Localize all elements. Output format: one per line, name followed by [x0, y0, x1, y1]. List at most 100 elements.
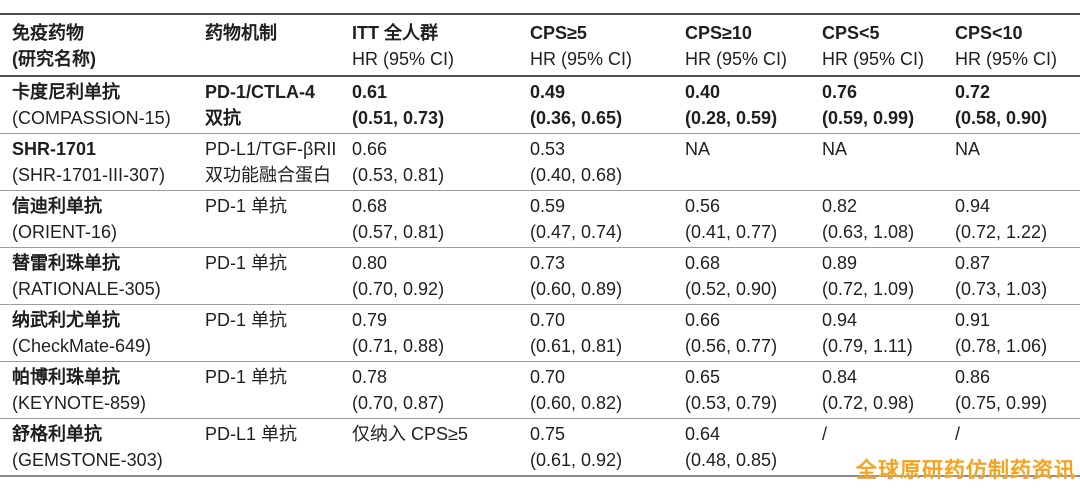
table-row: 帕博利珠单抗 (KEYNOTE-859) PD-1 单抗 0.78 (0.70,… [0, 362, 1080, 419]
hr-value: 0.84 [822, 367, 858, 387]
cell-cps-ge10: 0.65 (0.53, 0.79) [685, 362, 822, 419]
cell-cps-ge5: 0.73 (0.60, 0.89) [530, 248, 685, 305]
ci-value: (0.56, 0.77) [685, 336, 778, 356]
cell-drug: SHR-1701 (SHR-1701-III-307) [0, 134, 205, 191]
ci-value: (0.36, 0.65) [530, 108, 623, 128]
hr-value: 0.73 [530, 253, 566, 273]
ci-value: (0.51, 0.73) [352, 108, 445, 128]
cell-cps-lt5: 0.84 (0.72, 0.98) [822, 362, 955, 419]
header-line2: HR (95% CI) [822, 49, 925, 69]
table-body: 卡度尼利单抗 (COMPASSION-15) PD-1/CTLA-4 双抗 0.… [0, 76, 1080, 476]
hr-value: 0.49 [530, 82, 566, 102]
mechanism-line1: PD-1 单抗 [205, 367, 288, 387]
hr-value: 0.75 [530, 424, 566, 444]
mechanism-line1: PD-L1 单抗 [205, 424, 298, 444]
hr-value: 0.78 [352, 367, 388, 387]
cell-cps-lt10: 0.86 (0.75, 0.99) [955, 362, 1080, 419]
table-row: SHR-1701 (SHR-1701-III-307) PD-L1/TGF-βR… [0, 134, 1080, 191]
study-name: (CheckMate-649) [12, 336, 152, 356]
cell-mechanism: PD-1 单抗 [205, 362, 352, 419]
hr-value: 0.89 [822, 253, 858, 273]
cell-itt: 仅纳入 CPS≥5 [352, 419, 530, 477]
ci-value: (0.79, 1.11) [822, 336, 913, 356]
table-row: 替雷利珠单抗 (RATIONALE-305) PD-1 单抗 0.80 (0.7… [0, 248, 1080, 305]
mechanism-line2: 双功能融合蛋白 [205, 165, 331, 185]
cell-cps-lt5: 0.82 (0.63, 1.08) [822, 191, 955, 248]
header-line2: HR (95% CI) [352, 49, 455, 69]
column-header-mechanism: 药物机制 [205, 14, 352, 76]
study-name: (KEYNOTE-859) [12, 393, 147, 413]
ci-value: (0.60, 0.82) [530, 393, 623, 413]
study-name: (RATIONALE-305) [12, 279, 161, 299]
column-header-cps-lt5: CPS<5 HR (95% CI) [822, 14, 955, 76]
hr-value: 0.79 [352, 310, 388, 330]
column-header-cps-ge10: CPS≥10 HR (95% CI) [685, 14, 822, 76]
hr-value: 0.64 [685, 424, 721, 444]
column-header-cps-ge5: CPS≥5 HR (95% CI) [530, 14, 685, 76]
cell-mechanism: PD-1 单抗 [205, 248, 352, 305]
hr-value: 0.40 [685, 82, 721, 102]
hr-value: NA [955, 139, 981, 159]
ci-value: (0.75, 0.99) [955, 393, 1048, 413]
study-name: (SHR-1701-III-307) [12, 165, 166, 185]
cell-mechanism: PD-1 单抗 [205, 305, 352, 362]
hr-value: 0.86 [955, 367, 991, 387]
cell-cps-ge5: 0.53 (0.40, 0.68) [530, 134, 685, 191]
header-line2: (研究名称) [12, 49, 96, 69]
cell-cps-ge5: 0.70 (0.61, 0.81) [530, 305, 685, 362]
hr-value: 0.82 [822, 196, 858, 216]
hr-value: 0.70 [530, 367, 566, 387]
cell-drug: 卡度尼利单抗 (COMPASSION-15) [0, 76, 205, 134]
cell-cps-ge5: 0.75 (0.61, 0.92) [530, 419, 685, 477]
header-line1: CPS<10 [955, 23, 1023, 43]
table-row: 信迪利单抗 (ORIENT-16) PD-1 单抗 0.68 (0.57, 0.… [0, 191, 1080, 248]
mechanism-line1: PD-1/CTLA-4 [205, 82, 316, 102]
hr-value: 0.66 [352, 139, 388, 159]
header-line2: HR (95% CI) [685, 49, 788, 69]
cell-cps-ge10: 0.56 (0.41, 0.77) [685, 191, 822, 248]
hr-value: 0.91 [955, 310, 991, 330]
drug-name: 替雷利珠单抗 [12, 253, 120, 273]
cell-itt: 0.61 (0.51, 0.73) [352, 76, 530, 134]
drug-name: 信迪利单抗 [12, 196, 102, 216]
cell-cps-lt5: / [822, 419, 955, 477]
header-row: 免疫药物 (研究名称) 药物机制 ITT 全人群 HR (95% CI) CPS… [0, 14, 1080, 76]
table-row: 纳武利尤单抗 (CheckMate-649) PD-1 单抗 0.79 (0.7… [0, 305, 1080, 362]
header-line1: 免疫药物 [12, 23, 84, 43]
hr-value: 0.68 [685, 253, 721, 273]
ci-value: (0.61, 0.81) [530, 336, 623, 356]
cell-cps-lt10: / [955, 419, 1080, 477]
hr-value: 0.70 [530, 310, 566, 330]
hr-value: 0.94 [955, 196, 991, 216]
ci-value: (0.59, 0.99) [822, 108, 915, 128]
ci-value: (0.47, 0.74) [530, 222, 623, 242]
ci-value: (0.53, 0.79) [685, 393, 778, 413]
hr-value: 0.53 [530, 139, 566, 159]
hr-value: 0.66 [685, 310, 721, 330]
hr-value: 0.87 [955, 253, 991, 273]
drug-name: 纳武利尤单抗 [12, 310, 120, 330]
ci-value: (0.28, 0.59) [685, 108, 778, 128]
hr-value: 0.72 [955, 82, 991, 102]
cell-drug: 替雷利珠单抗 (RATIONALE-305) [0, 248, 205, 305]
hr-value: 0.59 [530, 196, 566, 216]
drug-name: SHR-1701 [12, 139, 97, 159]
ci-value: (0.58, 0.90) [955, 108, 1048, 128]
mechanism-line1: PD-1 单抗 [205, 196, 288, 216]
ci-value: (0.60, 0.89) [530, 279, 623, 299]
ci-value: (0.78, 1.06) [955, 336, 1048, 356]
cell-cps-ge5: 0.59 (0.47, 0.74) [530, 191, 685, 248]
ci-value: (0.52, 0.90) [685, 279, 778, 299]
hr-value: 0.65 [685, 367, 721, 387]
cell-mechanism: PD-1/CTLA-4 双抗 [205, 76, 352, 134]
column-header-itt: ITT 全人群 HR (95% CI) [352, 14, 530, 76]
ci-value: (0.72, 1.09) [822, 279, 915, 299]
hr-value: 0.76 [822, 82, 858, 102]
cell-cps-ge5: 0.70 (0.60, 0.82) [530, 362, 685, 419]
cell-cps-lt10: 0.87 (0.73, 1.03) [955, 248, 1080, 305]
hr-value: 0.80 [352, 253, 388, 273]
cell-cps-lt10: NA [955, 134, 1080, 191]
drug-name: 卡度尼利单抗 [12, 82, 120, 102]
ci-value: (0.71, 0.88) [352, 336, 445, 356]
cell-cps-lt5: 0.89 (0.72, 1.09) [822, 248, 955, 305]
